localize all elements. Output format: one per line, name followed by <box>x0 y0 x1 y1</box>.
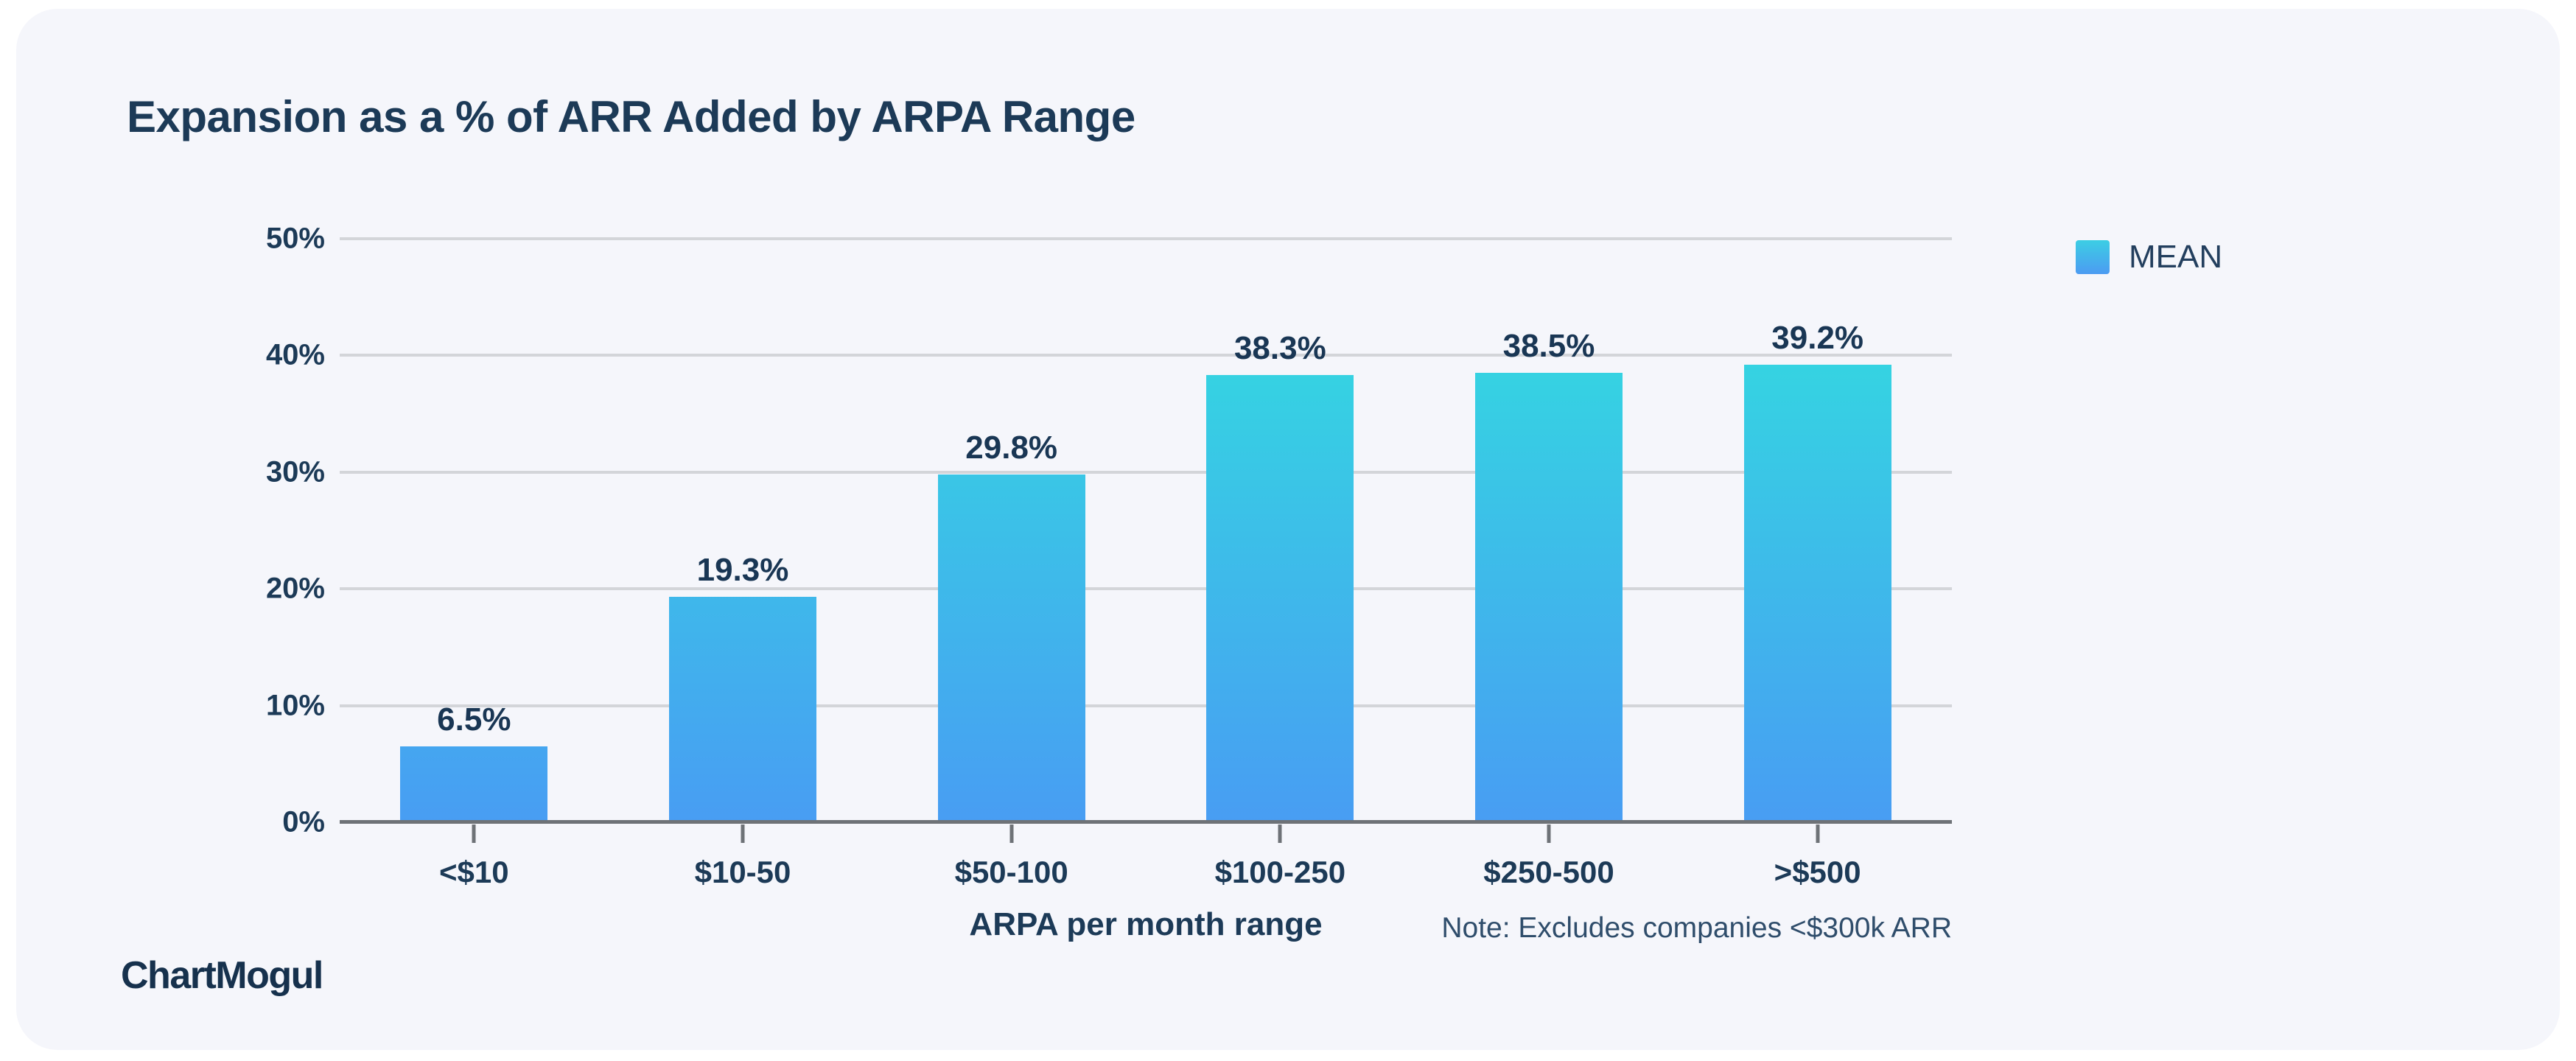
gridline <box>340 587 1952 591</box>
bar-value-label: 38.5% <box>1502 328 1595 365</box>
x-axis-label: $10-50 <box>694 855 791 889</box>
bar-value-label: 38.3% <box>1233 330 1326 367</box>
bar-$50-100[interactable] <box>937 474 1085 822</box>
x-axis-label: <$10 <box>439 855 509 889</box>
chartmogul-logo: ChartMogul <box>121 954 323 997</box>
bar->$500[interactable] <box>1743 365 1891 822</box>
x-axis-label: $250-500 <box>1483 855 1614 889</box>
chart-card: Expansion as a % of ARR Added by ARPA Ra… <box>16 9 2560 1050</box>
y-axis-label: 10% <box>265 689 325 722</box>
gridline <box>340 354 1952 357</box>
x-axis-tick <box>1816 824 1820 843</box>
footnote: Note: Excludes companies <$300k ARR <box>1441 912 1952 944</box>
legend-item-label: MEAN <box>2129 239 2223 275</box>
x-axis-tick <box>1009 824 1014 843</box>
y-axis-label: 50% <box>265 222 325 255</box>
bar-value-label: 6.5% <box>437 701 511 738</box>
y-axis-label: 30% <box>265 455 325 489</box>
gridline <box>340 470 1952 474</box>
legend: MEAN <box>2076 239 2222 276</box>
x-axis-label: $50-100 <box>954 855 1068 889</box>
gridline <box>340 704 1952 707</box>
bar-value-label: 19.3% <box>696 552 789 589</box>
x-axis-tick <box>741 824 745 843</box>
x-axis-title: ARPA per month range <box>969 906 1323 942</box>
bar-value-label: 39.2% <box>1771 320 1864 357</box>
x-axis-tick <box>472 824 476 843</box>
bar-chart-plot-area: 0% 10% 20% 30% 40% 50% 6.5% <$10 19.3% $10-50 29.8… <box>266 223 1952 889</box>
page-title: Expansion as a % of ARR Added by ARPA Ra… <box>127 92 1135 141</box>
y-axis-label: 20% <box>265 572 325 605</box>
y-axis-label: 40% <box>265 338 325 371</box>
bar-$250-500[interactable] <box>1475 373 1623 822</box>
bar-<$10[interactable] <box>400 746 548 822</box>
x-axis-tick <box>1278 824 1282 843</box>
gridline <box>340 237 1952 240</box>
x-axis-label: >$500 <box>1774 855 1861 889</box>
x-axis-tick <box>1547 824 1551 843</box>
y-axis-label: 0% <box>282 805 325 838</box>
legend-swatch-icon <box>2076 240 2110 274</box>
x-axis-line <box>340 820 1952 824</box>
bar-$100-250[interactable] <box>1206 375 1354 822</box>
x-axis-label: $100-250 <box>1214 855 1346 889</box>
bar-value-label: 29.8% <box>965 429 1058 466</box>
legend-item-mean[interactable]: MEAN <box>2076 239 2222 276</box>
bar-$10-50[interactable] <box>669 597 816 822</box>
